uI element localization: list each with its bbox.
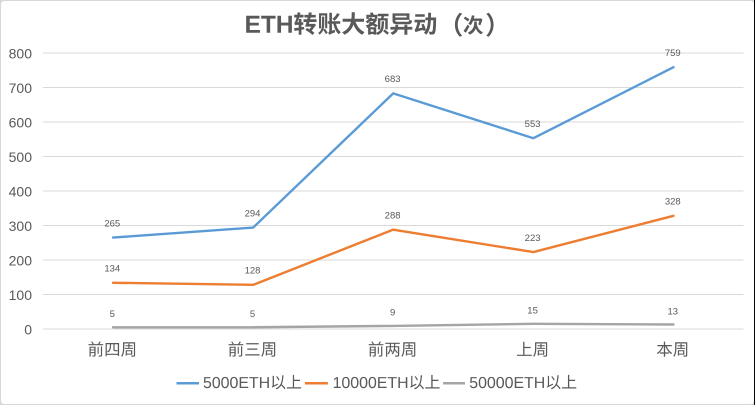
svg-text:15: 15 — [527, 306, 538, 317]
svg-text:223: 223 — [525, 233, 541, 244]
svg-text:5: 5 — [110, 309, 115, 320]
svg-text:294: 294 — [245, 208, 261, 219]
svg-text:300: 300 — [9, 218, 33, 234]
svg-text:500: 500 — [9, 149, 33, 165]
svg-text:800: 800 — [9, 46, 33, 62]
svg-text:5: 5 — [250, 309, 255, 320]
svg-text:0: 0 — [24, 322, 32, 338]
svg-text:700: 700 — [9, 80, 33, 96]
svg-text:400: 400 — [9, 184, 33, 200]
svg-text:288: 288 — [385, 210, 401, 221]
svg-text:13: 13 — [668, 306, 679, 317]
svg-text:100: 100 — [9, 287, 33, 303]
svg-text:553: 553 — [525, 119, 541, 130]
svg-text:328: 328 — [665, 197, 681, 208]
svg-text:200: 200 — [9, 253, 33, 269]
svg-text:683: 683 — [385, 74, 401, 85]
svg-text:9: 9 — [390, 308, 395, 319]
svg-text:600: 600 — [9, 115, 33, 131]
svg-text:134: 134 — [104, 264, 120, 275]
svg-text:759: 759 — [665, 48, 681, 59]
svg-text:265: 265 — [104, 218, 120, 229]
svg-text:128: 128 — [245, 266, 261, 277]
